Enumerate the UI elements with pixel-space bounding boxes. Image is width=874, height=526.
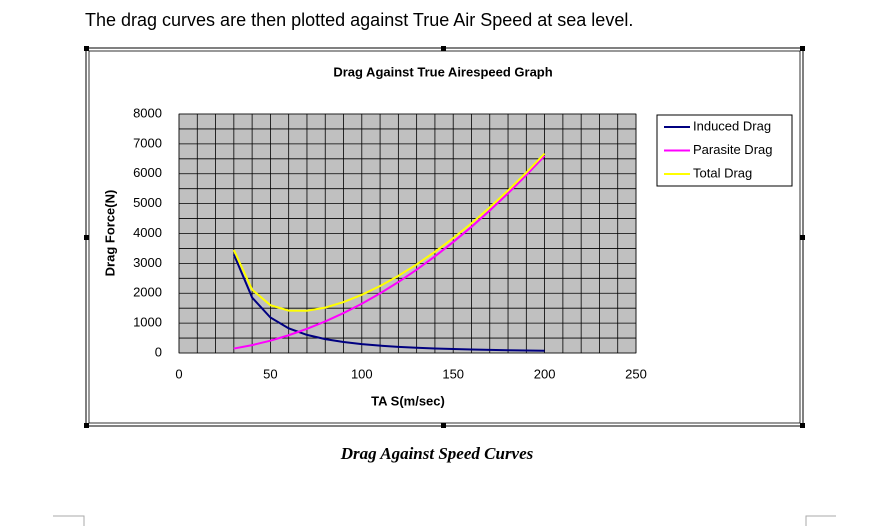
- y-tick-label: 5000: [133, 195, 162, 210]
- y-tick-label: 7000: [133, 135, 162, 150]
- x-tick-label: 250: [625, 366, 647, 381]
- y-tick-label: 1000: [133, 315, 162, 330]
- legend-label: Total Drag: [693, 165, 752, 180]
- intro-text: The drag curves are then plotted against…: [85, 10, 634, 30]
- x-tick-label: 100: [351, 366, 373, 381]
- y-tick-label: 6000: [133, 165, 162, 180]
- x-tick-label: 150: [442, 366, 464, 381]
- caption: Drag Against Speed Curves: [340, 444, 534, 463]
- y-tick-label: 4000: [133, 225, 162, 240]
- chart-title: Drag Against True Airespeed Graph: [333, 64, 552, 79]
- x-tick-label: 200: [534, 366, 556, 381]
- series-line: [233, 155, 546, 350]
- page-corner-marks: [53, 515, 836, 526]
- y-tick-label: 3000: [133, 255, 162, 270]
- x-axis-label: TA S(m/sec): [371, 393, 445, 408]
- x-tick-label: 50: [263, 366, 277, 381]
- y-tick-label: 2000: [133, 285, 162, 300]
- series-line: [232, 254, 545, 352]
- x-tick-label: 0: [175, 366, 182, 381]
- y-tick-label: 8000: [133, 105, 162, 120]
- y-axis-label: Drag Force(N): [102, 190, 117, 277]
- legend-label: Induced Drag: [693, 118, 771, 133]
- series-line: [232, 152, 546, 312]
- y-tick-label: 0: [155, 344, 162, 359]
- handles: [84, 46, 805, 428]
- legend-label: Parasite Drag: [693, 142, 772, 157]
